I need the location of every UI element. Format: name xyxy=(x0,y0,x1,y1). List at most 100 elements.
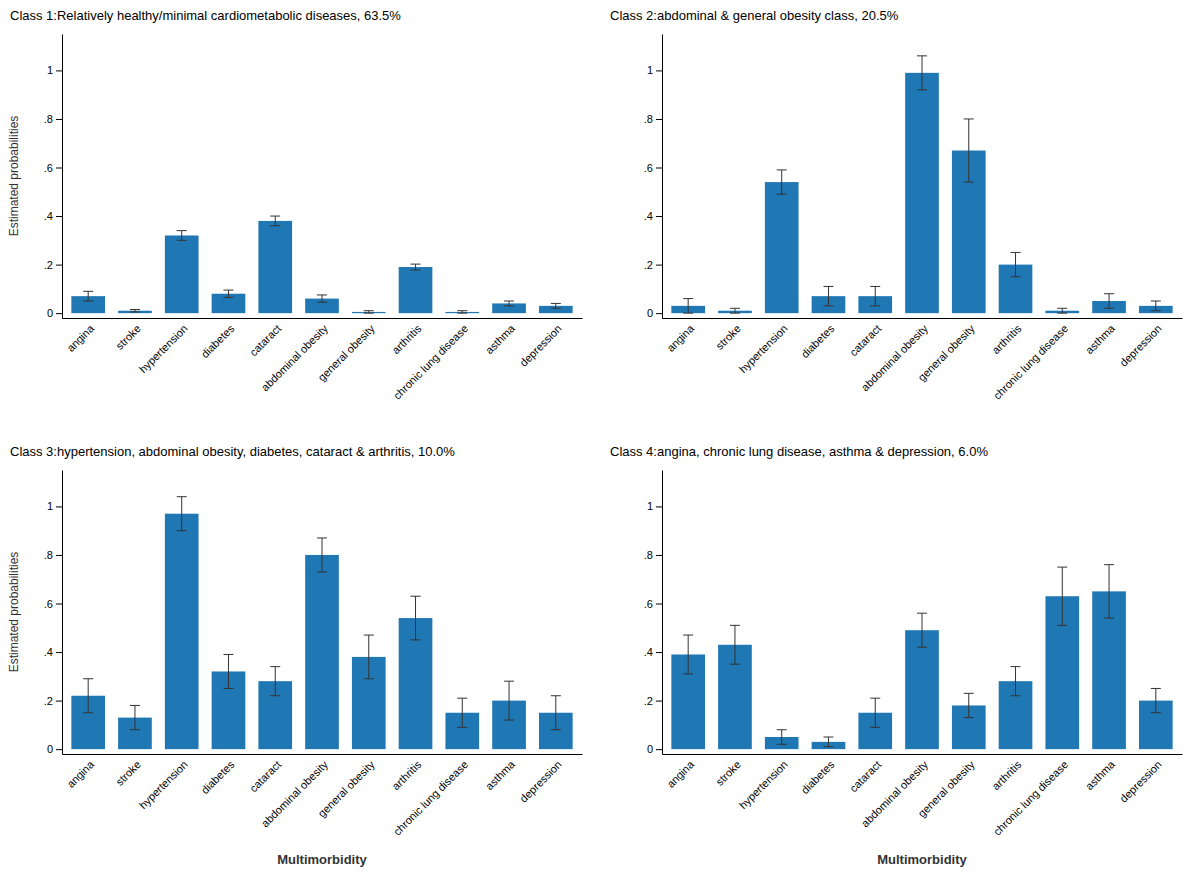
y-tick-mark xyxy=(56,313,62,314)
x-tick: angina xyxy=(664,322,696,354)
y-tick-mark xyxy=(56,652,62,653)
x-tick: general obesity xyxy=(316,322,378,384)
x-axis-line xyxy=(663,318,1183,319)
y-tick-mark xyxy=(56,70,62,71)
y-tick-mark xyxy=(656,701,662,702)
x-tick: asthma xyxy=(1083,758,1118,793)
y-tick-mark xyxy=(656,70,662,71)
y-tick-label: .2 xyxy=(644,259,653,271)
x-tick: depression xyxy=(517,322,564,369)
bar xyxy=(905,73,939,313)
y-tick-label: .4 xyxy=(644,646,653,658)
y-tick-label: .6 xyxy=(44,598,53,610)
x-tick-label: diabetes xyxy=(199,758,237,796)
y-tick: .6 xyxy=(644,162,662,174)
y-tick-label: .2 xyxy=(44,695,53,707)
x-axis-line xyxy=(63,754,583,755)
x-tick-label: angina xyxy=(664,758,696,790)
plot-area xyxy=(671,56,1172,313)
error-bar xyxy=(823,737,833,747)
y-tick-mark xyxy=(56,265,62,266)
y-axis-line xyxy=(62,471,63,755)
plot-area xyxy=(671,565,1172,749)
error-bar xyxy=(504,681,514,720)
x-tick: depression xyxy=(1117,322,1164,369)
y-axis: 0.2.4.6.81 xyxy=(44,471,63,756)
error-bar xyxy=(1011,667,1021,696)
y-tick: 0 xyxy=(47,307,62,319)
x-tick-label: chronic lung disease xyxy=(391,758,470,837)
error-bar xyxy=(83,291,93,301)
y-tick: .8 xyxy=(44,113,62,125)
x-tick: hypertension xyxy=(737,758,790,811)
error-bar xyxy=(964,693,974,717)
x-tick: hypertension xyxy=(137,758,190,811)
x-tick: general obesity xyxy=(916,758,978,820)
error-bar xyxy=(683,299,693,314)
x-tick-label: cataract xyxy=(847,758,883,794)
error-bar xyxy=(777,730,787,745)
x-tick-label: arthritis xyxy=(390,758,424,792)
error-bar xyxy=(1151,301,1161,311)
x-tick-label: stroke xyxy=(713,322,743,352)
title: Class 4:angina, chronic lung disease, as… xyxy=(610,444,988,459)
y-axis-line xyxy=(62,35,63,319)
error-bar xyxy=(683,635,693,674)
x-tick: general obesity xyxy=(916,322,978,384)
y-tick: 1 xyxy=(47,500,62,512)
y-tick-mark xyxy=(656,506,662,507)
x-tick: stroke xyxy=(113,322,143,352)
x-tick-label: angina xyxy=(664,322,696,354)
x-tick-label: hypertension xyxy=(737,322,790,375)
figure: 0.2.4.6.81anginastrokehypertensiondiabet… xyxy=(0,0,1200,872)
x-tick: diabetes xyxy=(199,758,237,796)
bar xyxy=(258,221,292,313)
x-tick-label: abdominal obesity xyxy=(259,758,331,830)
y-tick: .2 xyxy=(44,259,62,271)
error-bar xyxy=(777,170,787,194)
y-tick-mark xyxy=(56,168,62,169)
error-bar xyxy=(130,310,140,312)
x-tick-label: hypertension xyxy=(737,758,790,811)
x-tick-label: arthritis xyxy=(990,322,1024,356)
x-tick: general obesity xyxy=(316,758,378,820)
panel: 0.2.4.6.81anginastrokehypertensiondiabet… xyxy=(7,444,583,867)
x-tick-label: stroke xyxy=(713,758,743,788)
error-bar xyxy=(730,308,740,313)
x-tick: stroke xyxy=(713,758,743,788)
y-tick-mark xyxy=(56,749,62,750)
y-tick: .8 xyxy=(44,549,62,561)
x-tick-label: depression xyxy=(1117,322,1164,369)
x-axis-title: Multimorbidity xyxy=(277,852,367,867)
y-tick-label: .8 xyxy=(44,549,53,561)
y-tick-label: .2 xyxy=(644,695,653,707)
error-bar xyxy=(1104,565,1114,618)
y-tick-label: 1 xyxy=(47,500,53,512)
error-bar xyxy=(917,613,927,647)
x-tick: arthritis xyxy=(390,758,424,792)
y-tick: .2 xyxy=(644,695,662,707)
x-tick: stroke xyxy=(113,758,143,788)
y-tick-label: 1 xyxy=(647,500,653,512)
x-tick-label: general obesity xyxy=(916,758,978,820)
x-tick-label: angina xyxy=(64,758,96,790)
x-tick-label: stroke xyxy=(113,758,143,788)
x-tick: cataract xyxy=(847,322,883,358)
error-bar xyxy=(223,290,233,297)
x-tick-label: asthma xyxy=(1083,322,1118,357)
y-tick: .6 xyxy=(44,598,62,610)
bar xyxy=(399,267,433,313)
error-bar xyxy=(1011,252,1021,276)
bar xyxy=(165,235,199,313)
error-bar xyxy=(270,667,280,696)
x-tick: abdominal obesity xyxy=(259,758,331,830)
y-axis: 0.2.4.6.81 xyxy=(44,35,63,320)
error-bar xyxy=(730,625,740,664)
x-tick: chronic lung disease xyxy=(991,758,1070,837)
x-tick: arthritis xyxy=(990,322,1024,356)
error-bar xyxy=(1104,294,1114,309)
title: Class 1:Relatively healthy/minimal cardi… xyxy=(10,8,401,23)
bar xyxy=(905,630,939,749)
y-tick: .8 xyxy=(644,549,662,561)
x-tick: asthma xyxy=(1083,322,1118,357)
